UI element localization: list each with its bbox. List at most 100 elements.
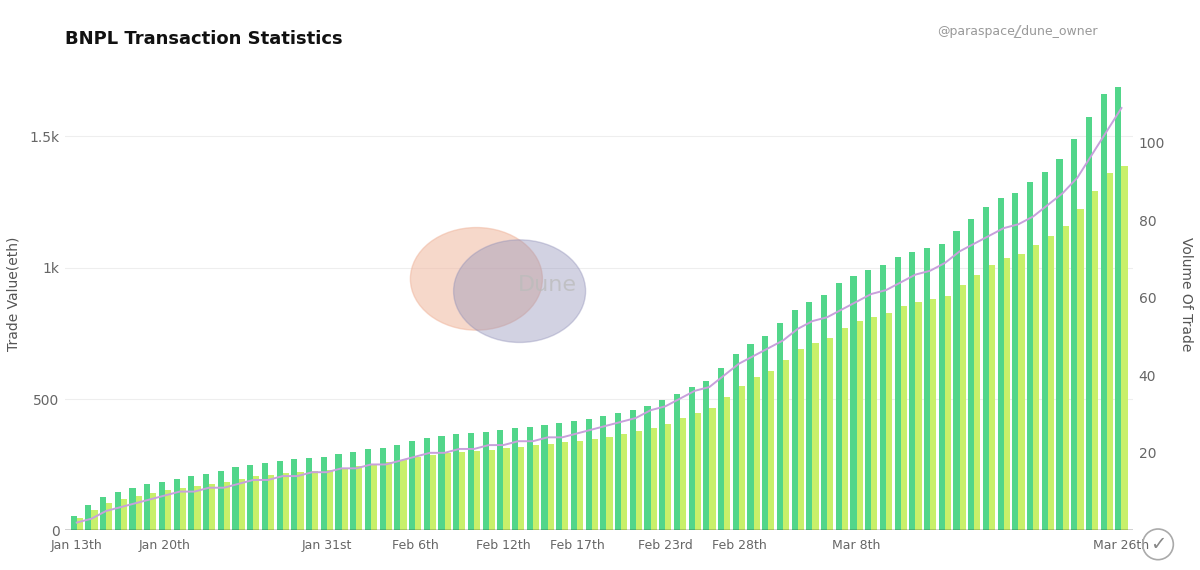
Y-axis label: Volume Of Trade: Volume Of Trade	[1180, 237, 1193, 351]
Bar	[592, 439, 598, 530]
Bar	[960, 285, 966, 530]
Bar	[144, 484, 150, 530]
Bar	[1056, 158, 1063, 530]
Bar	[130, 488, 136, 530]
Bar	[954, 231, 960, 530]
Bar	[239, 479, 245, 530]
Bar	[188, 477, 194, 530]
Bar	[268, 475, 274, 530]
Bar	[586, 419, 592, 530]
Bar	[901, 306, 907, 530]
Bar	[424, 438, 430, 530]
Bar	[622, 434, 628, 530]
Bar	[827, 337, 833, 530]
Bar	[233, 467, 239, 530]
Bar	[784, 360, 790, 530]
Y-axis label: Trade Value(eth): Trade Value(eth)	[7, 237, 20, 351]
Bar	[894, 257, 901, 530]
Bar	[365, 449, 371, 530]
Bar	[739, 386, 745, 530]
Bar	[320, 457, 326, 530]
Bar	[444, 453, 451, 530]
Bar	[600, 416, 606, 530]
Bar	[733, 355, 739, 530]
Bar	[253, 477, 259, 530]
Bar	[385, 462, 392, 530]
Bar	[512, 429, 518, 530]
Bar	[194, 486, 200, 530]
Bar	[1033, 245, 1039, 530]
Bar	[312, 471, 318, 530]
Bar	[983, 207, 989, 530]
Bar	[630, 409, 636, 530]
Bar	[748, 344, 754, 530]
Text: ✓: ✓	[1150, 535, 1166, 554]
Bar	[1122, 166, 1128, 530]
Bar	[665, 424, 672, 530]
Bar	[217, 471, 224, 530]
Bar	[938, 244, 944, 530]
Bar	[336, 454, 342, 530]
Bar	[680, 418, 686, 530]
Bar	[944, 296, 952, 530]
Bar	[326, 470, 334, 530]
Bar	[298, 472, 304, 530]
Bar	[488, 450, 494, 530]
Bar	[812, 343, 818, 530]
Text: @paraspace_dune_owner: @paraspace_dune_owner	[937, 25, 1098, 38]
Bar	[454, 434, 460, 530]
Bar	[806, 302, 812, 530]
Bar	[136, 496, 142, 530]
Bar	[916, 302, 922, 530]
Bar	[527, 426, 533, 530]
Bar	[577, 441, 583, 530]
Bar	[430, 455, 436, 530]
Bar	[1003, 258, 1010, 530]
Bar	[910, 252, 916, 530]
Bar	[1063, 226, 1069, 530]
Bar	[674, 394, 680, 530]
Bar	[563, 442, 569, 530]
Bar	[1115, 87, 1122, 530]
Bar	[100, 498, 106, 530]
Bar	[762, 336, 768, 530]
Text: BNPL Transaction Statistics: BNPL Transaction Statistics	[65, 30, 342, 48]
Bar	[1013, 193, 1019, 530]
Bar	[371, 464, 377, 530]
Bar	[342, 468, 348, 530]
Bar	[166, 491, 172, 530]
Bar	[533, 445, 539, 530]
Bar	[356, 466, 362, 530]
Bar	[571, 421, 577, 530]
Bar	[871, 317, 877, 530]
Bar	[504, 448, 510, 530]
Bar	[718, 368, 724, 530]
Bar	[997, 198, 1003, 530]
Bar	[644, 406, 650, 530]
Bar	[395, 445, 401, 530]
Bar	[150, 492, 156, 530]
Bar	[1078, 209, 1084, 530]
Bar	[71, 516, 77, 530]
Bar	[497, 430, 504, 530]
Bar	[776, 323, 784, 530]
Bar	[650, 428, 656, 530]
Bar	[865, 270, 871, 530]
Bar	[968, 219, 974, 530]
Bar	[460, 451, 466, 530]
Bar	[1100, 95, 1106, 530]
Bar	[115, 492, 121, 530]
Bar	[1042, 172, 1048, 530]
Bar	[158, 482, 166, 530]
Bar	[614, 413, 622, 530]
Bar	[851, 276, 857, 530]
Bar	[842, 328, 848, 530]
Bar	[438, 436, 444, 530]
Bar	[703, 381, 709, 530]
Bar	[754, 377, 760, 530]
Bar	[724, 397, 731, 530]
Bar	[292, 459, 298, 530]
Bar	[1019, 254, 1025, 530]
Bar	[474, 451, 480, 530]
Bar	[689, 387, 695, 530]
